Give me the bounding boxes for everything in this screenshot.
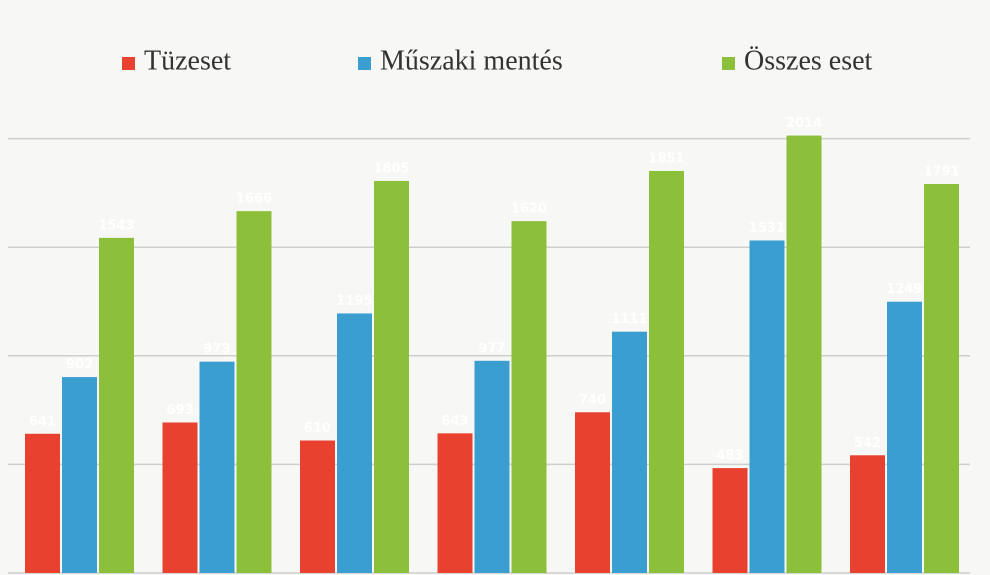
data-label: 542 — [854, 436, 881, 451]
data-label: 610 — [304, 421, 331, 436]
bar — [437, 433, 473, 573]
bar — [712, 468, 748, 573]
bar — [25, 433, 60, 573]
bar — [162, 422, 198, 573]
legend-text: Tüzeset — [144, 45, 231, 76]
bar — [337, 313, 372, 573]
bar — [62, 377, 97, 573]
data-label: 693 — [166, 403, 193, 418]
data-label: 1543 — [98, 218, 134, 233]
data-label: 740 — [579, 393, 606, 408]
data-label: 973 — [203, 342, 230, 357]
data-label: 1195 — [336, 294, 372, 309]
bar — [749, 240, 785, 573]
legend-swatch — [358, 57, 371, 70]
data-label: 1851 — [648, 151, 684, 166]
data-label: 1531 — [749, 221, 785, 236]
bar — [474, 360, 510, 573]
bar — [99, 237, 134, 573]
data-label: 1620 — [511, 202, 547, 217]
bar — [236, 211, 272, 573]
data-label: 1791 — [923, 164, 959, 179]
bar — [374, 180, 409, 574]
legend-swatch — [722, 57, 735, 70]
legend-text: Műszaki mentés — [380, 45, 563, 76]
data-label: 1111 — [611, 312, 647, 327]
data-label: 902 — [66, 358, 93, 373]
data-label: 483 — [716, 449, 743, 464]
legend-swatch — [122, 57, 135, 70]
data-label: 1666 — [236, 192, 272, 207]
bar — [887, 301, 922, 573]
data-label: 643 — [441, 414, 468, 429]
legend-text: Összes eset — [744, 45, 873, 76]
bar — [850, 455, 885, 573]
bar — [612, 331, 647, 573]
data-label: 1805 — [373, 161, 409, 176]
bar — [511, 221, 547, 574]
bar — [575, 412, 610, 573]
data-label: 641 — [29, 414, 56, 429]
bar — [199, 361, 235, 573]
data-label: 1249 — [886, 282, 922, 297]
bar — [786, 135, 822, 573]
bar — [649, 170, 684, 573]
bar — [924, 183, 959, 573]
bar — [300, 440, 335, 573]
data-label: 977 — [478, 341, 505, 356]
data-label: 2014 — [786, 116, 822, 131]
